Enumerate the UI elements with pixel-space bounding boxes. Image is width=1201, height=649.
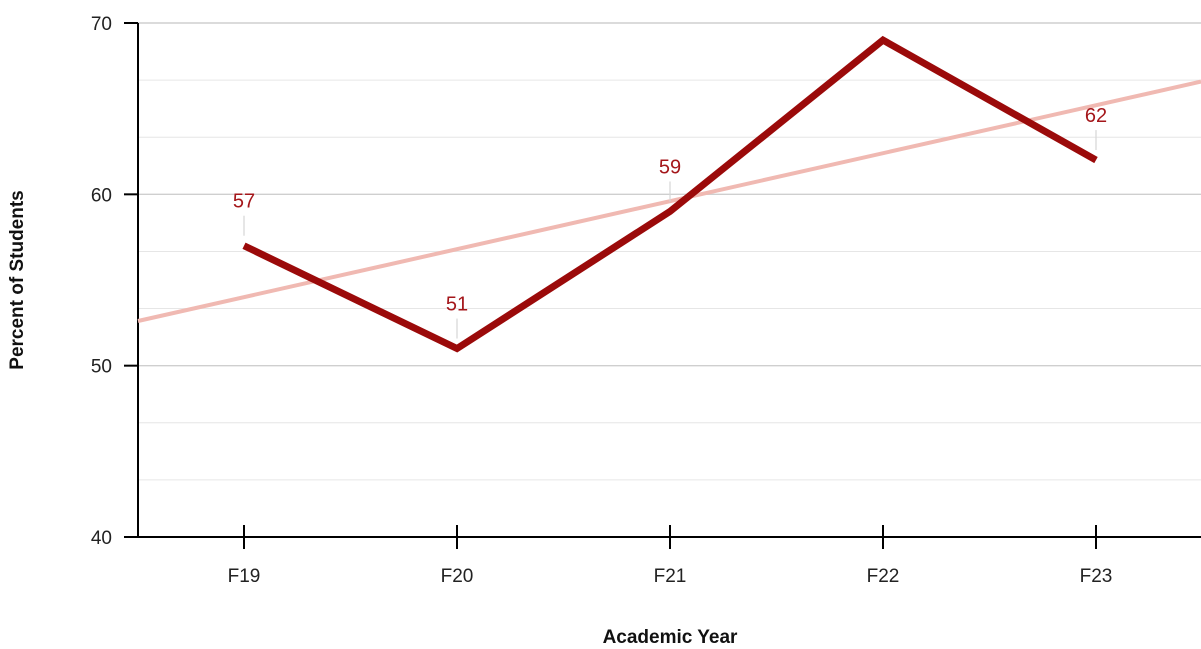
data-label: 57 bbox=[233, 191, 255, 213]
y-tick-label: 50 bbox=[91, 357, 112, 378]
x-tick-label: F23 bbox=[1080, 566, 1113, 587]
data-label: 62 bbox=[1085, 105, 1107, 127]
x-axis-title: Academic Year bbox=[603, 627, 738, 648]
y-tick-label: 70 bbox=[91, 14, 112, 35]
axes: 40 50 60 70 F19 F20 F21 F22 F23 bbox=[91, 14, 1201, 587]
y-tick-label: 40 bbox=[91, 528, 112, 549]
data-label: 51 bbox=[446, 294, 468, 316]
x-tick-label: F21 bbox=[654, 566, 687, 587]
y-axis-title: Percent of Students bbox=[7, 190, 28, 369]
x-tick-label: F22 bbox=[867, 566, 900, 587]
data-label: 59 bbox=[659, 156, 681, 178]
series-layer bbox=[242, 35, 1098, 353]
gridlines bbox=[124, 22, 1201, 481]
x-tick-label: F19 bbox=[228, 566, 261, 587]
data-labels-layer: 57 51 59 62 bbox=[233, 105, 1107, 339]
x-tick-label: F20 bbox=[441, 566, 474, 587]
y-tick-label: 60 bbox=[91, 185, 112, 206]
